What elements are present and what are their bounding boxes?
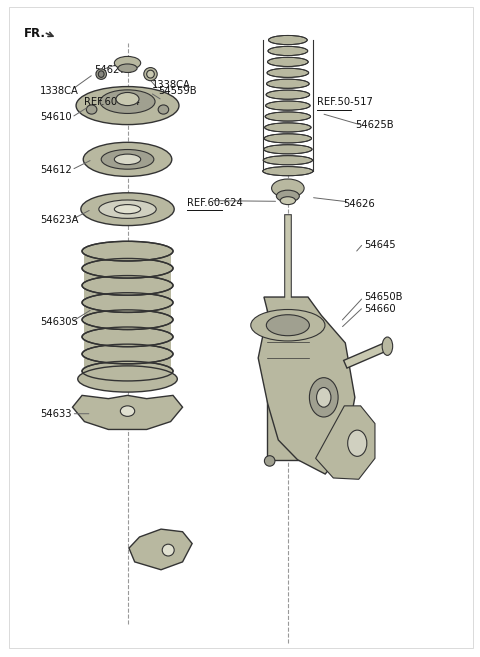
Ellipse shape bbox=[98, 71, 104, 78]
Ellipse shape bbox=[114, 204, 141, 214]
Ellipse shape bbox=[82, 310, 173, 330]
Ellipse shape bbox=[348, 430, 367, 457]
Ellipse shape bbox=[116, 93, 139, 106]
Polygon shape bbox=[129, 529, 192, 570]
Text: 54612: 54612 bbox=[40, 165, 72, 175]
Ellipse shape bbox=[267, 57, 308, 66]
Ellipse shape bbox=[78, 366, 177, 392]
Text: 54625B: 54625B bbox=[355, 120, 394, 130]
Text: 54627B: 54627B bbox=[94, 64, 132, 74]
Ellipse shape bbox=[382, 337, 393, 355]
Ellipse shape bbox=[268, 47, 308, 56]
Text: 54559B: 54559B bbox=[158, 86, 197, 96]
Ellipse shape bbox=[264, 123, 311, 132]
Ellipse shape bbox=[81, 193, 174, 225]
Ellipse shape bbox=[120, 406, 135, 417]
Text: 1338CA: 1338CA bbox=[40, 86, 79, 96]
Ellipse shape bbox=[82, 275, 173, 295]
Ellipse shape bbox=[99, 200, 156, 218]
Ellipse shape bbox=[147, 70, 155, 78]
Ellipse shape bbox=[264, 456, 275, 466]
Ellipse shape bbox=[266, 315, 310, 336]
Ellipse shape bbox=[267, 68, 309, 78]
Ellipse shape bbox=[144, 68, 157, 81]
Ellipse shape bbox=[266, 79, 309, 88]
Ellipse shape bbox=[82, 361, 173, 381]
Ellipse shape bbox=[118, 64, 137, 72]
Ellipse shape bbox=[96, 69, 107, 79]
Ellipse shape bbox=[264, 145, 312, 154]
Bar bbox=[267, 299, 309, 460]
Ellipse shape bbox=[82, 344, 173, 364]
Ellipse shape bbox=[310, 378, 338, 417]
Ellipse shape bbox=[82, 241, 173, 261]
Ellipse shape bbox=[272, 179, 304, 197]
Ellipse shape bbox=[76, 87, 179, 125]
Ellipse shape bbox=[82, 327, 173, 347]
Polygon shape bbox=[72, 396, 182, 430]
Ellipse shape bbox=[276, 190, 300, 202]
Ellipse shape bbox=[264, 134, 312, 143]
Text: 54623A: 54623A bbox=[40, 215, 78, 225]
Ellipse shape bbox=[268, 35, 307, 45]
Text: 54660: 54660 bbox=[364, 304, 396, 314]
Text: 54650B: 54650B bbox=[364, 292, 403, 302]
Bar bbox=[84, 248, 170, 374]
Ellipse shape bbox=[83, 143, 172, 176]
Polygon shape bbox=[316, 406, 375, 480]
Ellipse shape bbox=[114, 154, 141, 165]
Text: 1338CA: 1338CA bbox=[152, 79, 191, 89]
Ellipse shape bbox=[251, 309, 325, 341]
Text: FR.: FR. bbox=[24, 27, 46, 40]
Text: 54630S: 54630S bbox=[40, 317, 78, 327]
Ellipse shape bbox=[100, 90, 155, 114]
Text: REF.50-517: REF.50-517 bbox=[317, 97, 372, 107]
Ellipse shape bbox=[162, 544, 174, 556]
Text: REF.60-624: REF.60-624 bbox=[84, 97, 140, 107]
Ellipse shape bbox=[280, 196, 296, 204]
Ellipse shape bbox=[317, 388, 331, 407]
Ellipse shape bbox=[265, 101, 310, 110]
Ellipse shape bbox=[158, 105, 168, 114]
Ellipse shape bbox=[263, 156, 312, 165]
Ellipse shape bbox=[266, 90, 310, 99]
Text: 54633: 54633 bbox=[40, 409, 72, 419]
Ellipse shape bbox=[114, 57, 141, 70]
Ellipse shape bbox=[86, 105, 97, 114]
Ellipse shape bbox=[265, 112, 311, 121]
Ellipse shape bbox=[82, 293, 173, 312]
Polygon shape bbox=[258, 297, 355, 474]
Text: 54645: 54645 bbox=[364, 240, 396, 250]
Ellipse shape bbox=[101, 150, 154, 170]
Ellipse shape bbox=[82, 258, 173, 278]
Text: 54610: 54610 bbox=[40, 112, 72, 122]
Ellipse shape bbox=[263, 167, 313, 175]
Text: 54626: 54626 bbox=[343, 199, 375, 209]
Text: REF.60-624: REF.60-624 bbox=[187, 198, 243, 208]
